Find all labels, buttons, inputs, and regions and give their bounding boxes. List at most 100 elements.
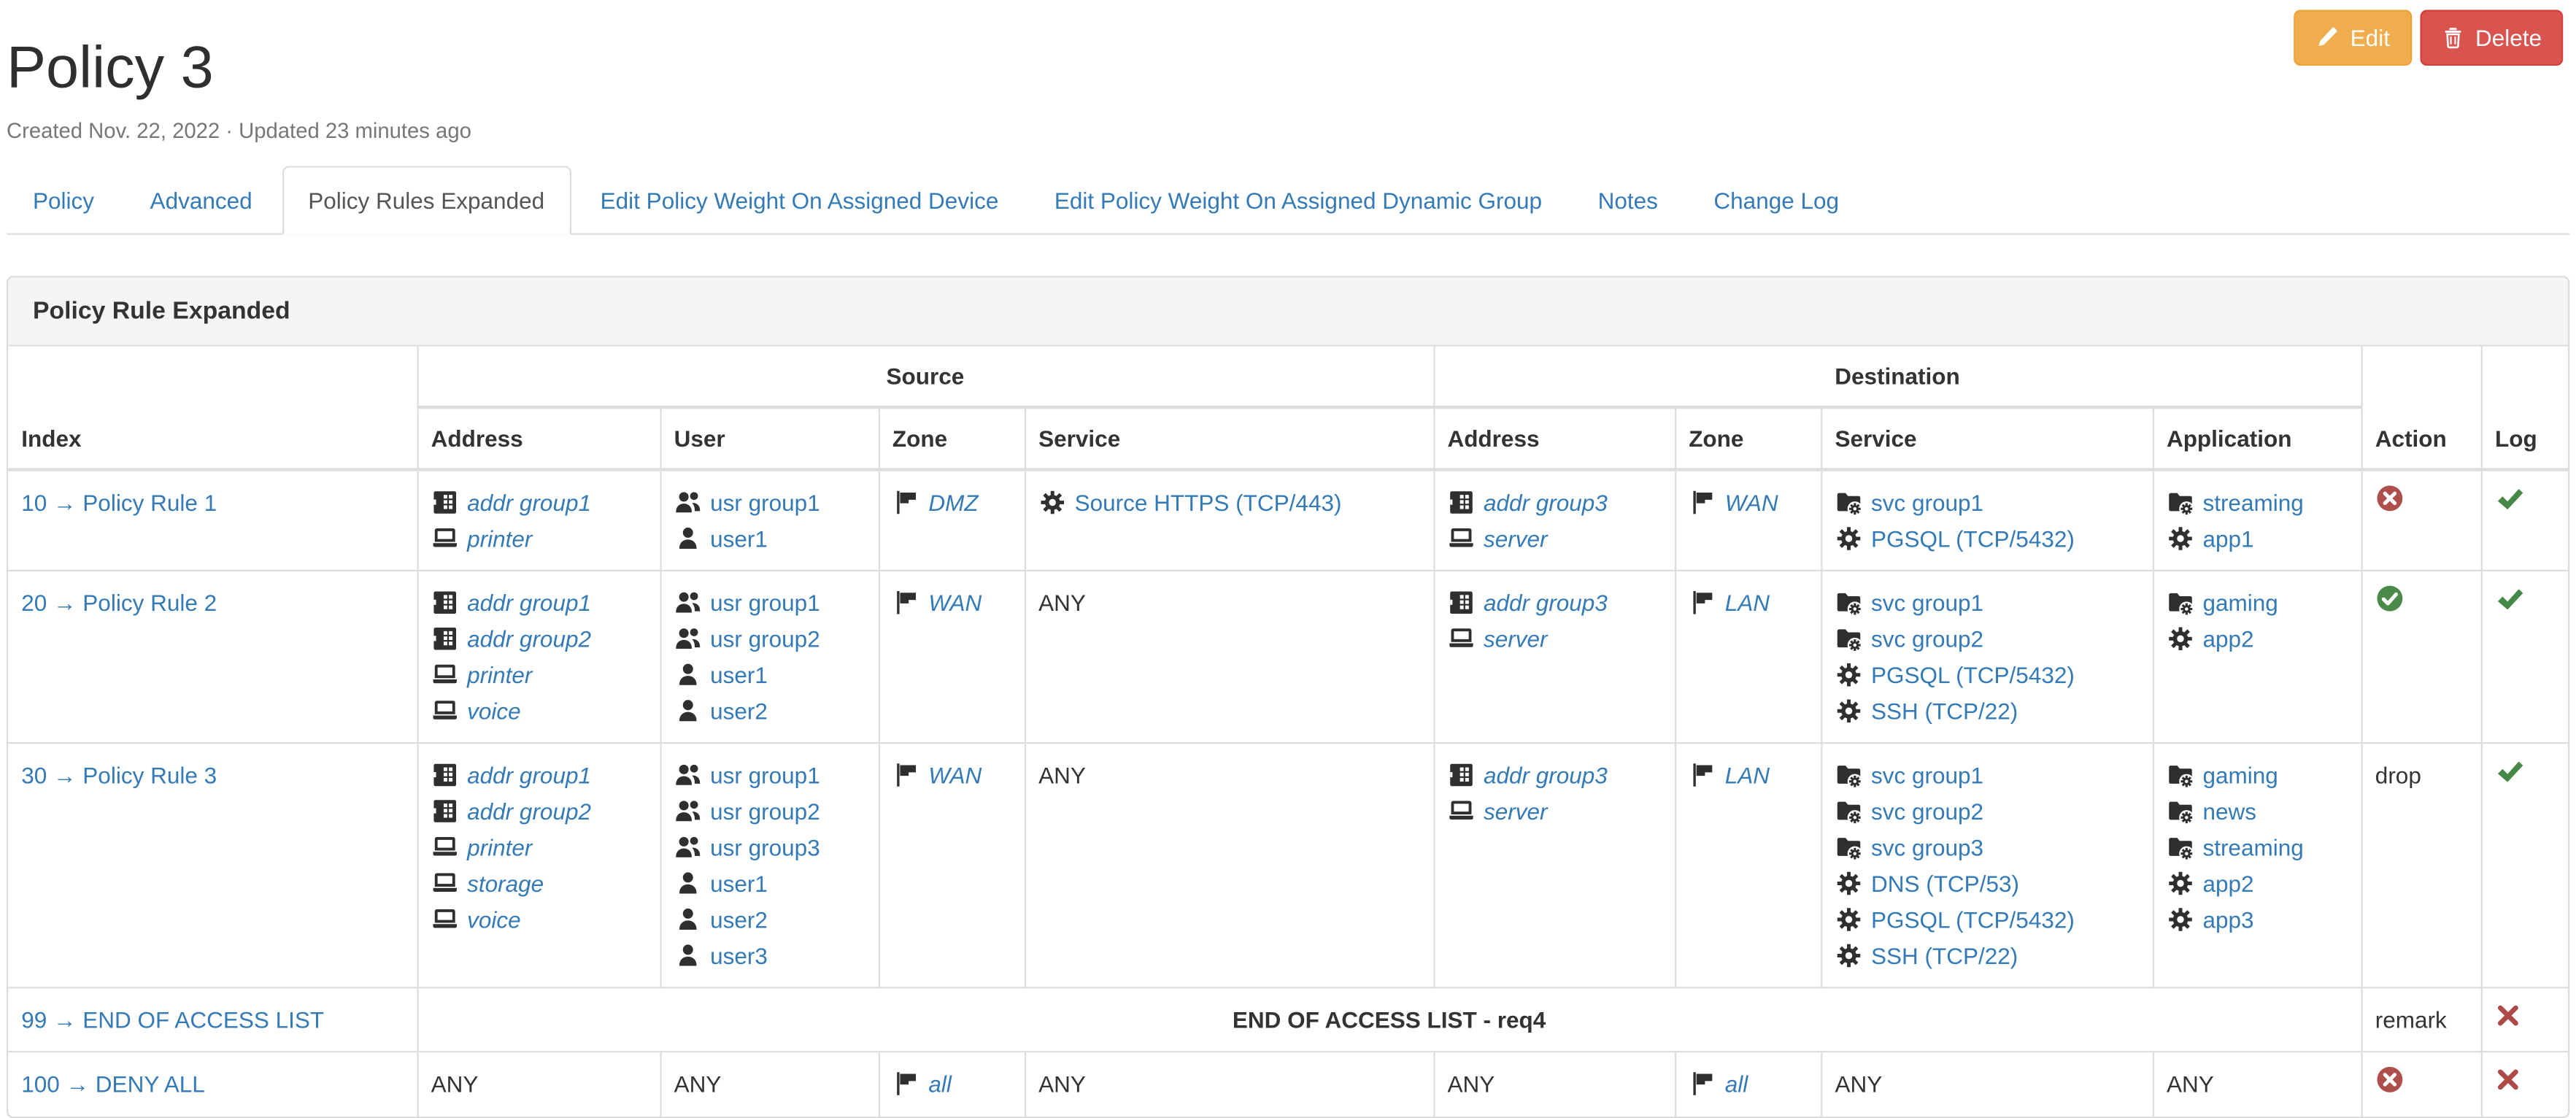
policy-rule-link[interactable]: 20 → Policy Rule 2 <box>21 589 217 616</box>
addr-group-link[interactable]: addr group3 <box>1483 489 1608 516</box>
policy-rule-link[interactable]: 99 → END OF ACCESS LIST <box>21 1006 325 1033</box>
user-icon <box>674 662 701 688</box>
addr-group-link[interactable]: addr group2 <box>467 798 592 825</box>
policy-rule-link[interactable]: 10 → Policy Rule 1 <box>21 489 217 516</box>
tab-edit-policy-weight-on-assigned-dynamic-group-link[interactable]: Edit Policy Weight On Assigned Dynamic G… <box>1054 187 1543 214</box>
zone-link[interactable]: DMZ <box>928 489 979 516</box>
service-link[interactable]: DNS (TCP/53) <box>1870 870 2019 897</box>
action-text: drop <box>2375 762 2421 788</box>
user-link[interactable]: user3 <box>710 942 768 969</box>
zone-link[interactable]: LAN <box>1724 589 1770 616</box>
application-icon <box>2167 871 2193 897</box>
user-icon <box>674 698 701 724</box>
list-item: SSH (TCP/22) <box>1835 938 2138 974</box>
tab-edit-policy-weight-on-assigned-device-link[interactable]: Edit Policy Weight On Assigned Device <box>600 187 999 214</box>
panel-title: Policy Rule Expanded <box>8 277 2568 347</box>
addr-group-link[interactable]: addr group1 <box>467 762 592 788</box>
cell-dst-zone: LAN <box>1673 569 1822 744</box>
list-item: addr group3 <box>1447 757 1661 793</box>
app-group-link[interactable]: gaming <box>2202 762 2278 788</box>
host-link[interactable]: storage <box>467 870 544 897</box>
zone-link[interactable]: all <box>1724 1071 1748 1097</box>
col-group-destination: Destination <box>1432 345 2362 409</box>
user-group-link[interactable]: usr group2 <box>710 798 820 825</box>
host-link[interactable]: server <box>1483 525 1548 552</box>
app-group-link[interactable]: news <box>2202 798 2256 825</box>
cell-src-zone: WAN <box>877 569 1026 744</box>
svc-group-link[interactable]: svc group3 <box>1870 834 1984 860</box>
host-link[interactable]: voice <box>467 906 521 933</box>
addr-group-link[interactable]: addr group1 <box>467 589 592 616</box>
col-header-action: Action <box>2360 345 2483 471</box>
user-link[interactable]: user2 <box>710 906 768 933</box>
user-link[interactable]: user1 <box>710 525 768 552</box>
col-header-dst-address: Address <box>1432 406 1676 471</box>
policy-rule-link[interactable]: 100 → DENY ALL <box>21 1071 205 1097</box>
host-link[interactable]: server <box>1483 798 1548 825</box>
cell-log <box>2480 569 2568 744</box>
table-row: 100 → DENY ALL ANY ANY all ANY ANY all ANY ANY <box>8 1051 2568 1117</box>
address-group-icon <box>1447 590 1473 616</box>
user-group-link[interactable]: usr group1 <box>710 489 820 516</box>
user-link[interactable]: user1 <box>710 661 768 688</box>
addr-group-link[interactable]: addr group3 <box>1483 762 1608 788</box>
service-link[interactable]: Source HTTPS (TCP/443) <box>1074 489 1342 516</box>
zone-link[interactable]: all <box>928 1071 952 1097</box>
app-link[interactable]: app2 <box>2202 870 2254 897</box>
tab-policy-link[interactable]: Policy <box>33 187 95 214</box>
cell-dst-service: ANY <box>1820 1051 2153 1117</box>
host-link[interactable]: printer <box>467 834 533 860</box>
svc-group-link[interactable]: svc group1 <box>1870 489 1984 516</box>
zone-link[interactable]: LAN <box>1724 762 1770 788</box>
host-link[interactable]: server <box>1483 625 1548 652</box>
user-group-link[interactable]: usr group1 <box>710 762 820 788</box>
edit-button[interactable]: Edit <box>2294 9 2412 66</box>
app-group-link[interactable]: gaming <box>2202 589 2278 616</box>
cell-log <box>2480 742 2568 989</box>
user-group-link[interactable]: usr group3 <box>710 834 820 860</box>
zone-link[interactable]: WAN <box>1724 489 1778 516</box>
delete-button[interactable]: Delete <box>2419 9 2564 66</box>
tab-policy-rules-expanded-link[interactable]: Policy Rules Expanded <box>282 166 571 235</box>
service-link[interactable]: PGSQL (TCP/5432) <box>1870 525 2075 552</box>
list-item: app2 <box>2167 866 2348 902</box>
cell-src-zone: all <box>877 1051 1026 1117</box>
host-link[interactable]: printer <box>467 661 533 688</box>
list-item: app3 <box>2167 901 2348 938</box>
host-link[interactable]: printer <box>467 525 533 552</box>
user-group-link[interactable]: usr group2 <box>710 625 820 652</box>
user-group-link[interactable]: usr group1 <box>710 589 820 616</box>
cell-src-service: Source HTTPS (TCP/443) <box>1023 469 1435 571</box>
user-link[interactable]: user2 <box>710 698 768 725</box>
svc-group-link[interactable]: svc group2 <box>1870 798 1984 825</box>
app-link[interactable]: app3 <box>2202 906 2254 933</box>
zone-flag-icon <box>892 762 919 788</box>
service-link[interactable]: SSH (TCP/22) <box>1870 942 2018 969</box>
service-link[interactable]: SSH (TCP/22) <box>1870 698 2018 725</box>
addr-group-link[interactable]: addr group2 <box>467 625 592 652</box>
service-link[interactable]: PGSQL (TCP/5432) <box>1870 661 2075 688</box>
tab-advanced-link[interactable]: Advanced <box>150 187 252 214</box>
addr-group-link[interactable]: addr group1 <box>467 489 592 516</box>
service-link[interactable]: PGSQL (TCP/5432) <box>1870 906 2075 933</box>
tab-change-log-link[interactable]: Change Log <box>1713 187 1840 214</box>
application-icon <box>2167 625 2193 652</box>
addr-group-link[interactable]: addr group3 <box>1483 589 1608 616</box>
tab-notes-link[interactable]: Notes <box>1597 187 1658 214</box>
zone-link[interactable]: WAN <box>928 762 982 788</box>
host-link[interactable]: voice <box>467 698 521 725</box>
any-value: ANY <box>1038 1071 1086 1097</box>
svc-group-link[interactable]: svc group1 <box>1870 589 1984 616</box>
app-link[interactable]: app1 <box>2202 525 2254 552</box>
host-icon <box>431 834 458 860</box>
svc-group-link[interactable]: svc group2 <box>1870 625 1984 652</box>
app-group-link[interactable]: streaming <box>2202 489 2304 516</box>
svc-group-link[interactable]: svc group1 <box>1870 762 1984 788</box>
user-link[interactable]: user1 <box>710 870 768 897</box>
app-group-link[interactable]: streaming <box>2202 834 2304 860</box>
zone-link[interactable]: WAN <box>928 589 982 616</box>
app-link[interactable]: app2 <box>2202 625 2254 652</box>
policy-rule-link[interactable]: 30 → Policy Rule 3 <box>21 762 217 788</box>
user-icon <box>674 943 701 969</box>
